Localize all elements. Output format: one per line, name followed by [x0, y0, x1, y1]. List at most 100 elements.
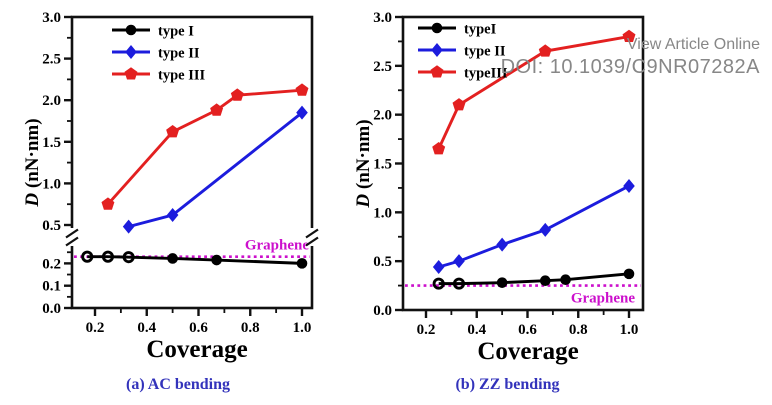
y-tick-label: 0.1: [42, 279, 61, 295]
y-tick-label: 3.0: [373, 10, 392, 26]
x-axis-label: Coverage: [146, 336, 247, 363]
marker-pentagon: [452, 98, 466, 111]
y-tick-label: 1.0: [42, 176, 61, 192]
legend: type I type II type III: [112, 24, 205, 84]
series-line: [106, 88, 303, 206]
marker-pentagon: [295, 83, 309, 96]
marker-pentagon: [101, 197, 115, 210]
series-type-i: [81, 250, 308, 269]
marker-circle: [167, 253, 178, 264]
series-type-iii: [101, 83, 309, 210]
legend-label: typeI: [464, 22, 497, 38]
marker-circle: [539, 275, 551, 287]
x-tick-label: 0.6: [189, 320, 208, 336]
x-tick-label: 1.0: [620, 322, 639, 338]
legend-label: typeIII: [464, 66, 508, 82]
chart-a: Graphene 0.2 0.4 0.6 0.8 1.0 0.0 0.1 0.2 0.5 1.0 1.…: [22, 10, 319, 363]
marker-open-circle: [81, 250, 94, 263]
marker-diamond: [431, 43, 443, 57]
marker-diamond: [296, 105, 308, 120]
marker-open-circle: [122, 251, 135, 264]
axis-break-slash: [305, 236, 319, 247]
marker-diamond: [122, 219, 135, 234]
y-tick-label: 2.0: [42, 93, 61, 109]
series-type-ii: [122, 105, 308, 234]
marker-open-circle: [432, 277, 445, 290]
y-tick-label: 0.2: [42, 256, 61, 272]
y-tick-label: 2.5: [42, 52, 61, 68]
y-tick-label: 2.5: [373, 59, 392, 75]
series-typei: [432, 268, 635, 290]
series-line: [87, 255, 303, 265]
marker-diamond: [453, 254, 465, 269]
marker-pentagon: [622, 29, 636, 43]
legend-label: type II: [464, 44, 506, 60]
legend-label: type I: [158, 24, 194, 40]
series-line: [437, 35, 630, 150]
axis-break-slash: [305, 228, 319, 239]
marker-pentagon: [210, 103, 224, 116]
y-tick-label: 1.5: [42, 135, 61, 151]
marker-diamond: [539, 222, 552, 237]
y-tick-label: 0.5: [373, 254, 392, 270]
marker-diamond: [166, 208, 179, 223]
marker-pentagon: [432, 142, 446, 155]
legend-label: type II: [158, 46, 200, 62]
graphene-label: Graphene: [245, 238, 310, 254]
x-tick-label: 0.4: [137, 320, 156, 336]
x-axis-label: Coverage: [477, 338, 578, 365]
marker-pentagon: [538, 44, 552, 57]
marker-circle: [211, 254, 222, 266]
x-tick-label: 0.8: [569, 322, 588, 338]
marker-pentagon: [430, 65, 444, 78]
x-tick-label: 1.0: [293, 320, 312, 336]
marker-diamond: [125, 45, 137, 59]
marker-open-circle: [452, 277, 466, 290]
axis-break-slash: [65, 236, 79, 247]
marker-open-circle: [101, 250, 114, 263]
marker-circle: [431, 22, 443, 34]
marker-circle: [623, 268, 635, 280]
x-tick-label: 0.2: [417, 322, 436, 338]
legend: typeI type II typeIII: [418, 22, 508, 82]
caption-zz-bending: (b) ZZ bending: [455, 376, 560, 393]
axis-break-gap: [307, 228, 317, 246]
axis-break-slash: [65, 228, 79, 239]
x-tick-label: 0.4: [467, 322, 486, 338]
graphene-label: Graphene: [571, 291, 636, 307]
y-tick-label: 3.0: [42, 10, 61, 26]
chart-b: Graphene 0.2 0.4 0.6 0.8 1.0 0.0 0.5 1.0 1.5 2.0 2.…: [353, 10, 645, 365]
series-line: [128, 111, 303, 229]
series-line: [438, 272, 630, 286]
watermark-doi-link[interactable]: DOI: 10.1039/C9NR07282A: [500, 56, 760, 78]
series-typeiii: [432, 29, 636, 155]
y-axis-label: D (nN·nm): [353, 119, 374, 208]
series-line: [438, 184, 630, 269]
marker-circle: [560, 274, 571, 286]
series-type-ii: [432, 178, 635, 275]
watermark-view-article-online[interactable]: View Article Online: [626, 36, 760, 53]
axis-break-gap: [67, 228, 77, 246]
marker-pentagon: [230, 88, 244, 101]
marker-diamond: [496, 237, 508, 252]
marker-pentagon: [166, 125, 180, 138]
marker-circle: [296, 258, 308, 269]
legend-label: type III: [158, 68, 205, 84]
marker-circle: [496, 277, 508, 288]
y-tick-label: 1.0: [373, 205, 392, 221]
x-tick-label: 0.2: [86, 320, 105, 336]
x-tick-label: 0.8: [241, 320, 260, 336]
marker-diamond: [432, 260, 445, 275]
marker-pentagon: [124, 67, 138, 80]
y-tick-label: 1.5: [373, 157, 392, 173]
y-tick-label: 0.0: [42, 301, 61, 317]
y-tick-label: 0.5: [42, 218, 61, 234]
caption-ac-bending: (a) AC bending: [125, 376, 231, 393]
marker-diamond: [623, 178, 635, 193]
y-tick-label: 0.0: [373, 303, 392, 319]
x-tick-label: 0.6: [518, 322, 537, 338]
y-axis-label: D (nN·nm): [22, 118, 43, 207]
marker-circle: [125, 24, 137, 36]
